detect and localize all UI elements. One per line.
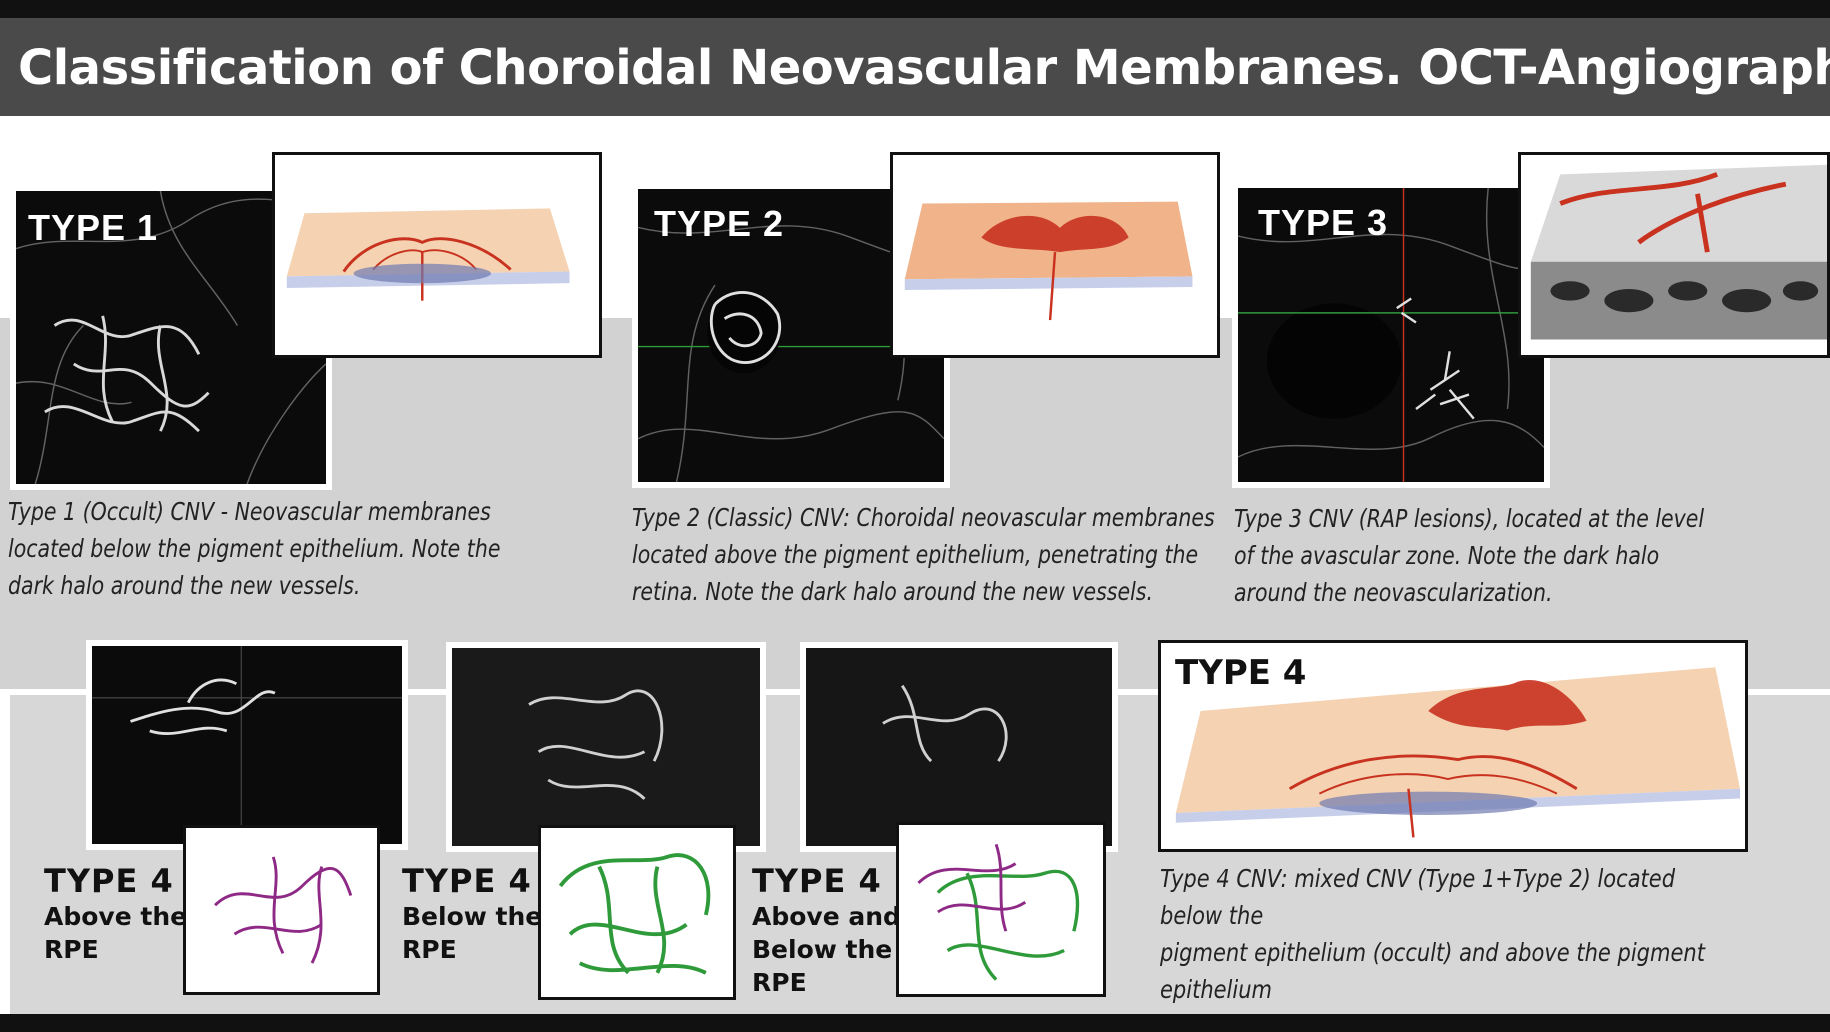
illustration-type1 [272,152,602,358]
caption-type3: Type 3 CNV (RAP lesions), located at the… [1234,500,1704,611]
caption-type4: Type 4 CNV: mixed CNV (Type 1+Type 2) lo… [1160,860,1723,1032]
caption-line: around the neovascularization. [1234,578,1553,607]
sublabel: Below the [752,935,893,964]
sublabel: Above and [752,902,901,931]
type-label: TYPE 4 [44,862,174,900]
oct-image-type4-mixed [800,642,1118,852]
illustration-type2 [890,152,1220,358]
illustration-type3 [1518,152,1830,358]
oct-image-type4-above [86,640,408,850]
title-bar: Classification of Choroidal Neovascular … [0,18,1830,116]
caption-line: located below the pigment epithelium. No… [8,534,501,563]
page-title: Classification of Choroidal Neovascular … [18,40,1830,96]
type4-below-label: TYPE 4 Below the RPE [402,862,542,966]
oct-image-type4-below [446,642,766,852]
caption-line: retina. Note the dark halo around the ne… [632,577,1153,606]
sublabel: Below the [402,902,543,931]
type-label: TYPE 2 [654,203,785,244]
type4-mixed-label: TYPE 4 Above and Below the RPE [752,862,901,999]
caption-line: Type 4 CNV: mixed CNV (Type 1+Type 2) lo… [1160,864,1676,930]
caption-line: located above the pigment epithelium, pe… [632,540,1199,569]
sublabel: Above the [44,902,188,931]
caption-type2: Type 2 (Classic) CNV: Choroidal neovascu… [632,499,1215,610]
sublabel: RPE [402,935,457,964]
caption-line: dark halo around the new vessels. [8,571,361,600]
caption-line: pigment epithelium (occult) and above th… [1160,938,1705,1004]
sketch-type4-mixed [896,822,1106,997]
oct-image-type3: TYPE 3 [1232,182,1550,488]
caption-line: of the avascular zone. Note the dark hal… [1234,541,1660,570]
top-band [0,0,1830,18]
type4-above-label: TYPE 4 Above the RPE [44,862,187,966]
bottom-band [0,1014,1830,1032]
type-label: TYPE 3 [1258,202,1389,243]
illustration-type4: TYPE 4 [1158,640,1748,852]
type-label: TYPE 4 [752,862,882,900]
caption-line: Type 3 CNV (RAP lesions), located at the… [1234,504,1705,533]
caption-line: Type 1 (Occult) CNV - Neovascular membra… [8,497,491,526]
sublabel: RPE [44,935,99,964]
caption-type1: Type 1 (Occult) CNV - Neovascular membra… [8,493,500,604]
type-label: TYPE 4 [402,862,532,900]
divider-line-left [0,689,10,1014]
sketch-type4-below [538,825,736,1000]
type-label: TYPE 1 [28,207,159,248]
caption-line: Type 2 (Classic) CNV: Choroidal neovascu… [632,503,1215,532]
type-label: TYPE 4 [1175,653,1307,693]
sketch-type4-above [183,825,380,995]
sublabel: RPE [752,968,807,997]
